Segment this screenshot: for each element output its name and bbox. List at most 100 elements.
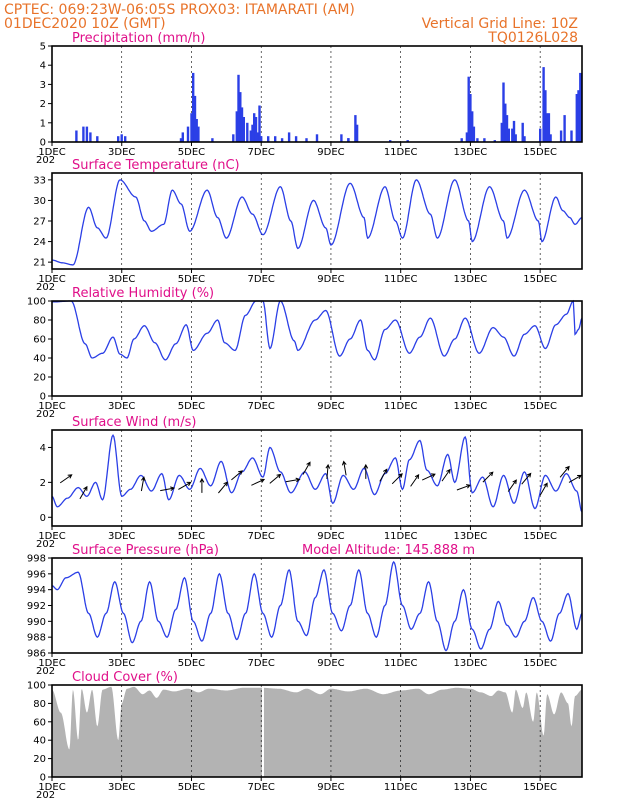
humidity-series-line bbox=[52, 299, 583, 361]
cloud-cover-title: Cloud Cover (%) bbox=[72, 670, 178, 685]
precip-bar-57 bbox=[505, 115, 509, 142]
precip-bar-11 bbox=[190, 113, 193, 142]
precip-bar-70 bbox=[559, 130, 563, 142]
wind-vector-13 bbox=[341, 460, 347, 476]
precip-bar-25 bbox=[251, 124, 254, 142]
precipitation-xtick-label-1: 3DEC bbox=[108, 147, 135, 158]
pressure-year-label: 202 bbox=[36, 666, 55, 677]
humidity-xtick-label-4: 9DEC bbox=[317, 401, 344, 412]
precip-bar-72 bbox=[570, 130, 573, 142]
temperature-ytick-label-4: 33 bbox=[33, 175, 46, 186]
wind-vector-16 bbox=[391, 473, 403, 485]
precip-bar-48 bbox=[469, 94, 472, 142]
wind-title: Surface Wind (m/s) bbox=[72, 415, 196, 430]
temperature-ytick-label-3: 30 bbox=[33, 196, 46, 207]
precip-bar-15 bbox=[197, 126, 200, 142]
temperature-background bbox=[52, 173, 582, 269]
wind-vector-14 bbox=[363, 463, 369, 479]
precip-bar-41 bbox=[354, 115, 357, 142]
pressure-xtick-label-7: 15DEC bbox=[523, 658, 557, 669]
wind-series-line bbox=[51, 433, 583, 513]
precip-bar-55 bbox=[502, 82, 505, 142]
humidity-xtick-label-1: 3DEC bbox=[108, 401, 135, 412]
humidity-ytick-label-4: 80 bbox=[33, 316, 46, 327]
wind-xtick-label-0: 1DEC bbox=[38, 531, 65, 542]
precip-bar-47 bbox=[467, 76, 470, 142]
temperature-series-line bbox=[52, 179, 583, 266]
precip-bar-34 bbox=[287, 132, 291, 142]
run-date-header: 01DEC2020 10Z (GMT) bbox=[4, 16, 166, 32]
precip-bar-67 bbox=[545, 113, 549, 142]
pressure-panel: 986 988 990 992 994 996 998 1DEC 3DEC 5DEC 7DEC 9DE… bbox=[27, 543, 583, 677]
humidity-xtick-label-5: 11DEC bbox=[384, 401, 418, 412]
humidity-xtick-label-3: 7DEC bbox=[248, 401, 275, 412]
cloud-cover-xtick-label-0: 1DEC bbox=[38, 782, 65, 793]
wind-vector-23 bbox=[521, 472, 532, 485]
wind-xtick-label-4: 9DEC bbox=[317, 531, 344, 542]
precip-bar-66 bbox=[544, 90, 547, 142]
humidity-ytick-label-1: 20 bbox=[33, 373, 46, 384]
model-altitude-label: Model Altitude: 145.888 m bbox=[302, 543, 475, 558]
temperature-xtick-label-4: 9DEC bbox=[317, 274, 344, 285]
pressure-ytick-label-0: 986 bbox=[27, 649, 46, 660]
cloud-cover-ytick-label-3: 60 bbox=[33, 717, 46, 728]
precip-bar-12 bbox=[192, 72, 195, 142]
precip-bar-21 bbox=[240, 107, 244, 142]
cloud-cover-xtick-label-6: 13DEC bbox=[454, 782, 488, 793]
precip-bar-73 bbox=[575, 94, 578, 142]
precip-bar-6 bbox=[120, 134, 123, 142]
precip-bar-8 bbox=[179, 138, 183, 142]
wind-vector-18 bbox=[421, 473, 436, 481]
temperature-xtick-label-1: 3DEC bbox=[108, 274, 135, 285]
wind-vector-7 bbox=[231, 470, 244, 481]
temperature-panel: 21 24 27 30 33 1DEC 3DEC 5DEC 7DEC 9DEC 11DEC 13DEC… bbox=[33, 158, 583, 293]
wind-vector-22 bbox=[507, 479, 517, 492]
precip-bar-26 bbox=[253, 113, 256, 142]
wind-ytick-label-1: 2 bbox=[40, 478, 46, 489]
wind-vector-26 bbox=[568, 474, 583, 483]
temperature-ytick-label-2: 27 bbox=[33, 217, 46, 228]
precip-bar-7 bbox=[124, 136, 127, 142]
wind-xtick-label-5: 11DEC bbox=[384, 531, 418, 542]
wind-vector-4 bbox=[178, 481, 192, 490]
precip-bar-27 bbox=[254, 117, 258, 142]
humidity-xtick-label-2: 5DEC bbox=[178, 401, 205, 412]
wind-ytick-label-2: 4 bbox=[40, 443, 46, 454]
temperature-xtick-label-6: 13DEC bbox=[454, 274, 488, 285]
precip-bar-74 bbox=[577, 90, 580, 142]
precip-bar-35 bbox=[294, 136, 298, 142]
precip-bar-16 bbox=[211, 138, 214, 142]
temperature-ytick-label-1: 24 bbox=[33, 237, 46, 248]
precip-bar-54 bbox=[500, 122, 503, 142]
cloud-cover-ytick-label-2: 40 bbox=[33, 736, 46, 747]
precip-bar-45 bbox=[460, 138, 463, 142]
pressure-xtick-label-5: 11DEC bbox=[384, 658, 418, 669]
wind-vector-9 bbox=[269, 473, 282, 484]
precip-bar-24 bbox=[249, 130, 252, 142]
wind-vector-12 bbox=[325, 463, 331, 479]
precip-bar-38 bbox=[340, 134, 343, 142]
cloud-cover-frame bbox=[51, 684, 583, 778]
pressure-ytick-label-4: 994 bbox=[27, 585, 46, 596]
precip-bar-5 bbox=[117, 136, 120, 142]
wind-vector-2 bbox=[140, 476, 146, 492]
wind-vector-10 bbox=[285, 477, 301, 483]
precip-bar-71 bbox=[563, 115, 566, 142]
humidity-ytick-label-2: 40 bbox=[33, 354, 46, 365]
precip-bar-17 bbox=[232, 134, 235, 142]
pressure-xtick-label-4: 9DEC bbox=[317, 658, 344, 669]
precip-bar-61 bbox=[514, 134, 517, 142]
cloud-cover-ytick-label-4: 80 bbox=[33, 699, 46, 710]
precipitation-background bbox=[52, 46, 582, 142]
precip-bar-42 bbox=[355, 124, 359, 142]
precip-bar-14 bbox=[195, 119, 198, 142]
wind-vector-0 bbox=[59, 474, 73, 484]
precipitation-panel: 0 1 2 3 4 5 1DEC 3DEC 5DEC 7DEC 9DEC 11DEC 13DEC 15DE… bbox=[36, 31, 583, 166]
humidity-panel: 0 20 40 60 80 100 1DEC 3DEC 5DEC 7DEC 9DEC 11DEC 13D… bbox=[27, 286, 583, 420]
precip-bar-10 bbox=[186, 126, 190, 142]
wind-xtick-label-6: 13DEC bbox=[454, 531, 488, 542]
precipitation-ytick-label-4: 4 bbox=[40, 61, 46, 72]
precip-bar-33 bbox=[280, 138, 284, 142]
pressure-xtick-label-1: 3DEC bbox=[108, 658, 135, 669]
precip-bar-60 bbox=[512, 120, 516, 142]
